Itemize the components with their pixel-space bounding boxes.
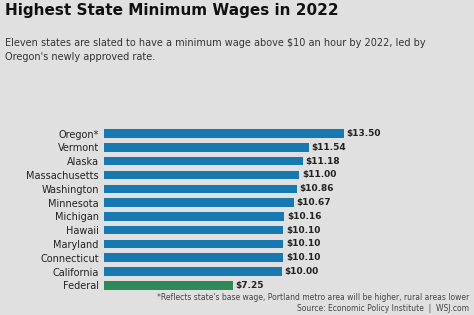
- Bar: [104, 198, 293, 207]
- Text: $10.16: $10.16: [287, 212, 322, 221]
- Text: $10.10: $10.10: [286, 239, 320, 249]
- Text: $10.67: $10.67: [296, 198, 331, 207]
- Bar: [104, 226, 283, 234]
- Text: Highest State Minimum Wages in 2022: Highest State Minimum Wages in 2022: [5, 3, 338, 18]
- Text: $7.25: $7.25: [236, 281, 264, 290]
- Text: Eleven states are slated to have a minimum wage above $10 an hour by 2022, led b: Eleven states are slated to have a minim…: [5, 38, 425, 62]
- Text: $11.18: $11.18: [305, 157, 340, 166]
- Bar: [104, 267, 282, 276]
- Text: $10.10: $10.10: [286, 253, 320, 262]
- Text: $11.54: $11.54: [311, 143, 346, 152]
- Text: $10.10: $10.10: [286, 226, 320, 235]
- Text: $10.86: $10.86: [300, 184, 334, 193]
- Bar: [104, 171, 300, 179]
- Bar: [104, 185, 297, 193]
- Text: $11.00: $11.00: [302, 170, 337, 180]
- Text: $10.00: $10.00: [284, 267, 319, 276]
- Text: $13.50: $13.50: [346, 129, 381, 138]
- Bar: [104, 143, 309, 152]
- Bar: [104, 240, 283, 248]
- Bar: [104, 281, 233, 289]
- Bar: [104, 129, 344, 138]
- Bar: [104, 212, 284, 220]
- Bar: [104, 157, 302, 165]
- Text: *Reflects state's base wage, Portland metro area will be higher, rural areas low: *Reflects state's base wage, Portland me…: [157, 293, 469, 313]
- Bar: [104, 254, 283, 262]
